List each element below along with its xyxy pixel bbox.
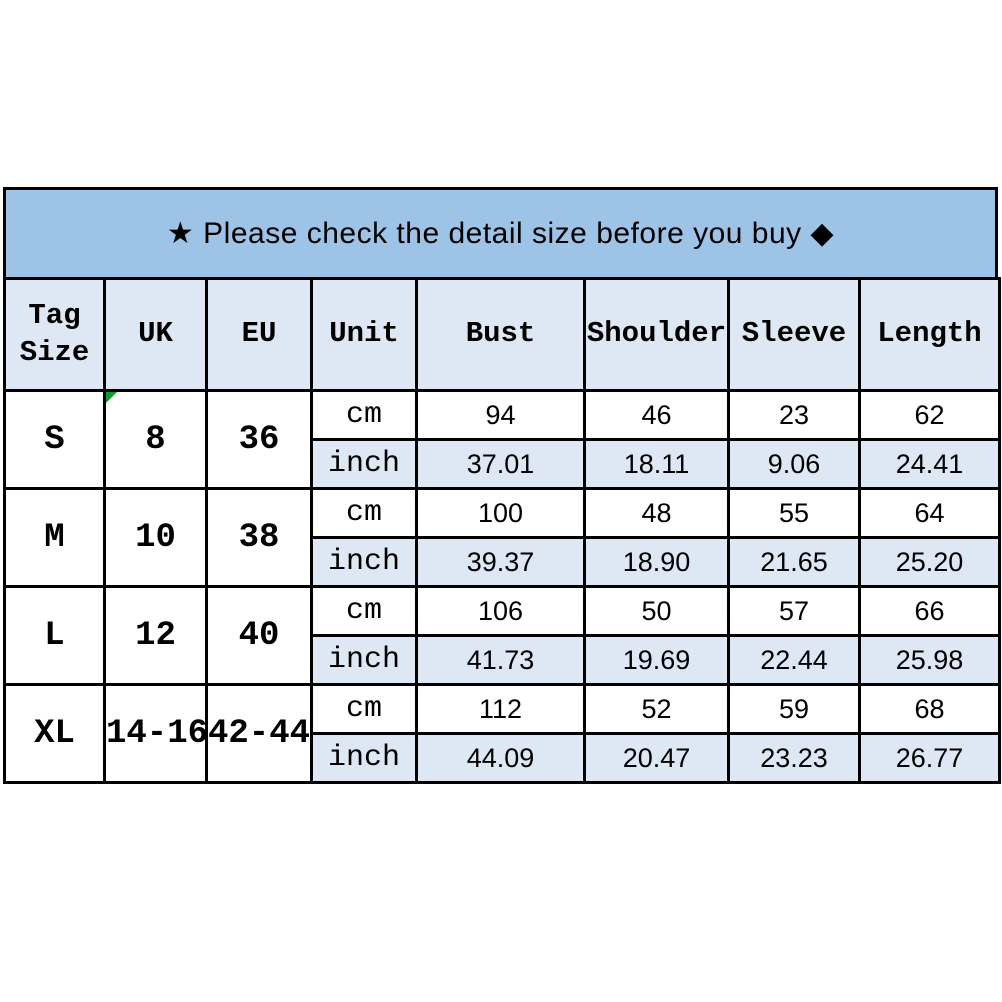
cell-l-uk: 12 xyxy=(103,585,208,686)
measurement-cell: 52 xyxy=(583,683,730,735)
cell-xl-uk: 14-16 xyxy=(103,683,208,784)
measurement-cell: 94 xyxy=(415,389,586,441)
cell-xl-tag: XL xyxy=(3,683,106,784)
measurement-cell: 112 xyxy=(415,683,586,735)
col-header-tag-size: Tag Size xyxy=(3,277,106,392)
measurement-cell: 37.01 xyxy=(415,438,586,490)
cell-unit-inch: inch xyxy=(310,732,418,784)
col-header-unit: Unit xyxy=(310,277,418,392)
row-l-cm: L 12 40 cm 106 50 57 66 xyxy=(3,585,1001,686)
measurement-cell: 59 xyxy=(727,683,861,735)
col-header-sleeve: Sleeve xyxy=(727,277,861,392)
cell-l-eu: 40 xyxy=(205,585,313,686)
col-header-bust: Bust xyxy=(415,277,586,392)
measurement-cell: 46 xyxy=(583,389,730,441)
row-m-cm: M 10 38 cm 100 48 55 64 xyxy=(3,487,1001,588)
size-chart: ★ Please check the detail size before yo… xyxy=(3,187,1001,784)
measurement-cell: 68 xyxy=(858,683,1001,735)
row-xl-cm: XL 14-16 42-44 cm 112 52 59 68 xyxy=(3,683,1001,784)
size-table: Tag Size UK EU Unit Bust Shoulder Sleeve… xyxy=(3,277,1001,784)
col-header-uk: UK xyxy=(103,277,208,392)
measurement-cell: 41.73 xyxy=(415,634,586,686)
measurement-cell: 26.77 xyxy=(858,732,1001,784)
header-row: Tag Size UK EU Unit Bust Shoulder Sleeve… xyxy=(3,277,1001,392)
col-header-shoulder: Shoulder xyxy=(583,277,730,392)
measurement-cell: 25.20 xyxy=(858,536,1001,588)
measurement-cell: 48 xyxy=(583,487,730,539)
cell-s-tag: S xyxy=(3,389,106,490)
measurement-cell: 24.41 xyxy=(858,438,1001,490)
row-xl-inch: inch 44.09 20.47 23.23 26.77 xyxy=(5,732,1001,784)
cell-unit-cm: cm xyxy=(310,683,418,735)
measurement-cell: 23.23 xyxy=(727,732,861,784)
cell-xl-eu: 42-44 xyxy=(205,683,313,784)
col-header-length: Length xyxy=(858,277,1001,392)
cell-unit-cm: cm xyxy=(310,389,418,441)
row-s-cm: S 8 36 cm 94 46 23 62 xyxy=(3,389,1001,490)
cell-m-tag: M xyxy=(3,487,106,588)
cell-m-eu: 38 xyxy=(205,487,313,588)
cell-unit-inch: inch xyxy=(310,536,418,588)
measurement-cell: 64 xyxy=(858,487,1001,539)
measurement-cell: 21.65 xyxy=(727,536,861,588)
measurement-cell: 9.06 xyxy=(727,438,861,490)
measurement-cell: 22.44 xyxy=(727,634,861,686)
measurement-cell: 18.90 xyxy=(583,536,730,588)
col-header-eu: EU xyxy=(205,277,313,392)
cell-unit-inch: inch xyxy=(310,438,418,490)
row-m-inch: inch 39.37 18.90 21.65 25.20 xyxy=(5,536,1001,588)
measurement-cell: 25.98 xyxy=(858,634,1001,686)
measurement-cell: 44.09 xyxy=(415,732,586,784)
measurement-cell: 66 xyxy=(858,585,1001,637)
cell-unit-cm: cm xyxy=(310,585,418,637)
row-s-inch: inch 37.01 18.11 9.06 24.41 xyxy=(5,438,1001,490)
comment-marker-icon xyxy=(106,392,117,403)
cell-s-eu: 36 xyxy=(205,389,313,490)
cell-m-uk: 10 xyxy=(103,487,208,588)
cell-s-uk-value: 8 xyxy=(145,420,166,459)
measurement-cell: 57 xyxy=(727,585,861,637)
measurement-cell: 55 xyxy=(727,487,861,539)
measurement-cell: 19.69 xyxy=(583,634,730,686)
cell-l-tag: L xyxy=(3,585,106,686)
cell-unit-cm: cm xyxy=(310,487,418,539)
measurement-cell: 50 xyxy=(583,585,730,637)
measurement-cell: 39.37 xyxy=(415,536,586,588)
measurement-cell: 18.11 xyxy=(583,438,730,490)
notice-text: ★ Please check the detail size before yo… xyxy=(166,217,835,250)
measurement-cell: 106 xyxy=(415,585,586,637)
cell-s-uk: 8 xyxy=(103,389,208,490)
cell-unit-inch: inch xyxy=(310,634,418,686)
measurement-cell: 23 xyxy=(727,389,861,441)
measurement-cell: 62 xyxy=(858,389,1001,441)
notice-banner: ★ Please check the detail size before yo… xyxy=(3,187,998,280)
row-l-inch: inch 41.73 19.69 22.44 25.98 xyxy=(5,634,1001,686)
measurement-cell: 20.47 xyxy=(583,732,730,784)
measurement-cell: 100 xyxy=(415,487,586,539)
